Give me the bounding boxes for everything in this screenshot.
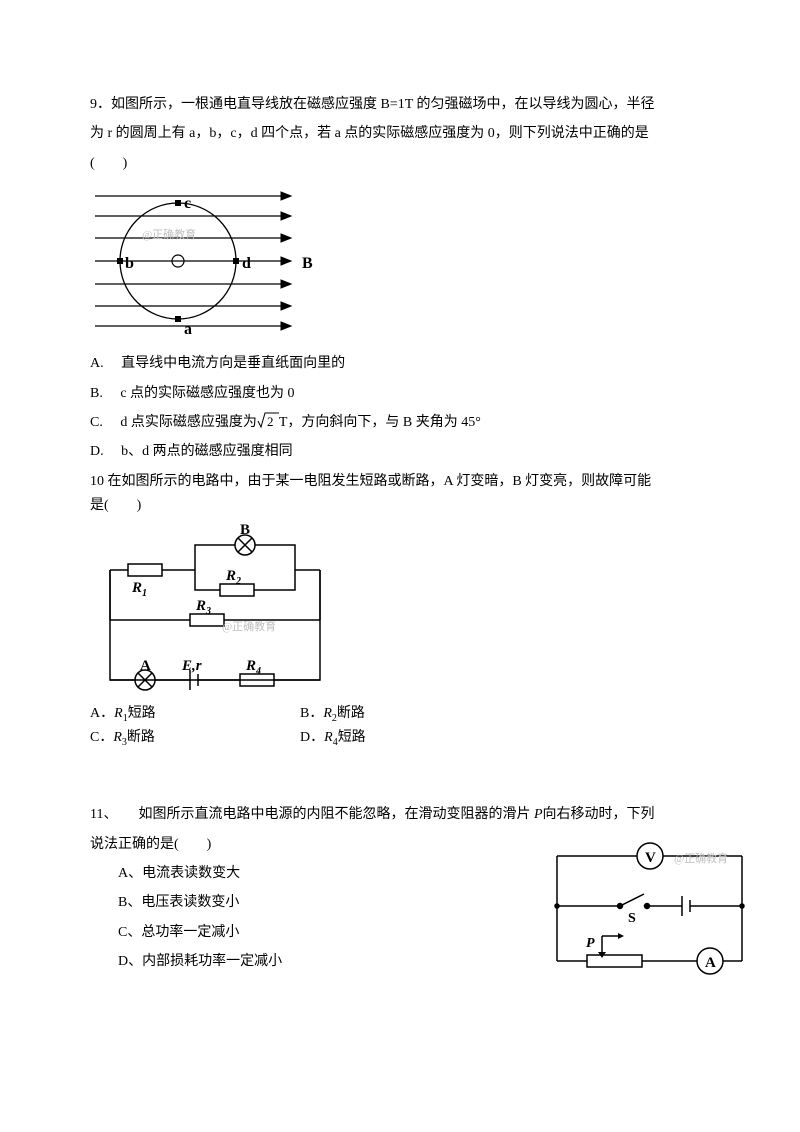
q11-line1: 11、 如图所示直流电路中电源的内阻不能忽略，在滑动变阻器的滑片 P向右移动时，… [90,800,710,829]
q9-line3: ( ) [90,149,710,178]
svg-text:d: d [242,255,251,272]
q10-optA: A．R1短路 [90,703,300,727]
svg-text:S: S [628,911,636,926]
q9-svg: c a b d B [90,186,350,341]
q9-optB: B. c 点的实际磁感应强度也为 0 [90,379,710,408]
q9-optD: D. b、d 两点的磁感应强度相同 [90,437,710,466]
q9-optA: A. 直导线中电流方向是垂直纸面向里的 [90,349,710,378]
svg-text:A: A [705,955,716,971]
svg-text:c: c [184,195,191,212]
svg-text:P: P [586,936,595,951]
q10-optC: C．R3断路 [90,727,300,751]
q9-optC-post: T，方向斜向下，与 B 夹角为 45° [279,415,481,430]
q10-row1: A．R1短路 B．R2断路 [90,703,710,727]
svg-text:E,r: E,r [181,658,202,674]
svg-text:a: a [184,321,192,338]
q9-optC-pre: C. d 点实际磁感应强度为 [90,415,257,430]
q9-optC: C. d 点实际磁感应强度为 2 T，方向斜向下，与 B 夹角为 45° [90,408,710,437]
sqrt2-icon: 2 [257,411,279,429]
q11-figure: V S P A @正确教育 [542,836,762,981]
svg-text:b: b [125,255,134,272]
q11-block: 11、 如图所示直流电路中电源的内阻不能忽略，在滑动变阻器的滑片 P向右移动时，… [90,800,710,976]
q9-line1: 9．如图所示，一根通电直导线放在磁感应强度 B=1T 的匀强磁场中，在以导线为圆… [90,90,710,119]
svg-text:V: V [645,850,656,866]
q10-optD: D．R4短路 [300,727,510,751]
q10-figure: B R1 R2 R3 R4 A E,r @正确教育 [90,520,710,695]
svg-text:A: A [140,658,151,674]
svg-text:B: B [302,255,313,272]
q10-row2: C．R3断路 D．R4短路 [90,727,710,751]
q9-figure: c a b d B @正确教育 [90,186,710,341]
svg-text:R1: R1 [131,580,147,599]
q10-optB: B．R2断路 [300,703,510,727]
q9-line2: 为 r 的圆周上有 a，b，c，d 四个点，若 a 点的实际磁感应强度为 0，则… [90,119,710,148]
q10-line2: 是( ) [90,496,710,516]
q10-svg: B R1 R2 R3 R4 A E,r [90,520,340,695]
svg-text:B: B [240,522,250,538]
q10-line1: 10 在如图所示的电路中，由于某一电阻发生短路或断路，A 灯变暗，B 灯变亮，则… [90,467,710,496]
svg-text:2: 2 [267,414,274,429]
q11-svg: V S P A [542,836,762,981]
